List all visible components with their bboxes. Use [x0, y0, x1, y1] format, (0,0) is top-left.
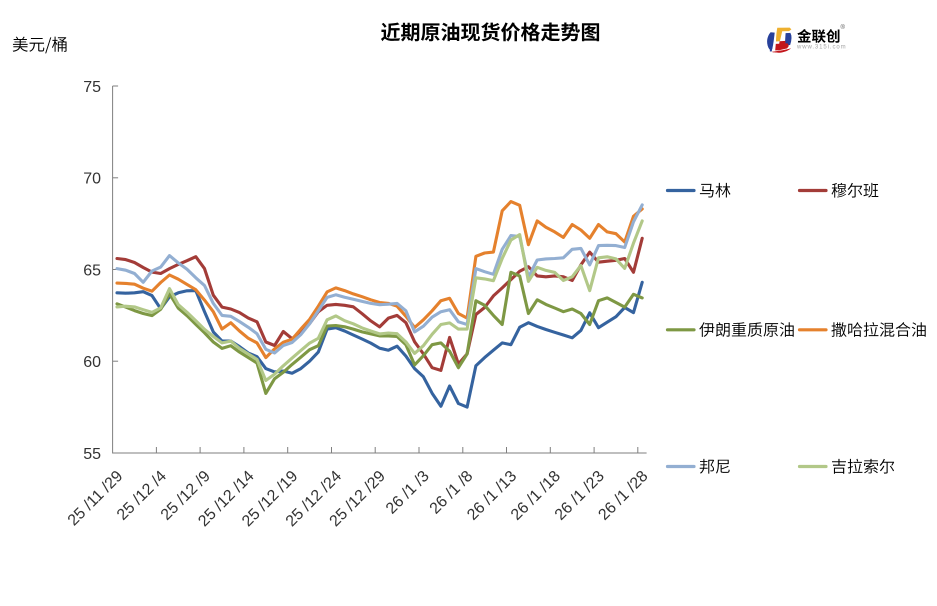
- svg-text:®: ®: [841, 24, 846, 31]
- svg-text:65: 65: [83, 262, 101, 279]
- svg-text:75: 75: [83, 79, 101, 96]
- svg-text:60: 60: [83, 354, 101, 371]
- svg-text:www.315i.com: www.315i.com: [796, 45, 846, 51]
- svg-text:55: 55: [83, 446, 101, 463]
- svg-text:70: 70: [83, 171, 101, 188]
